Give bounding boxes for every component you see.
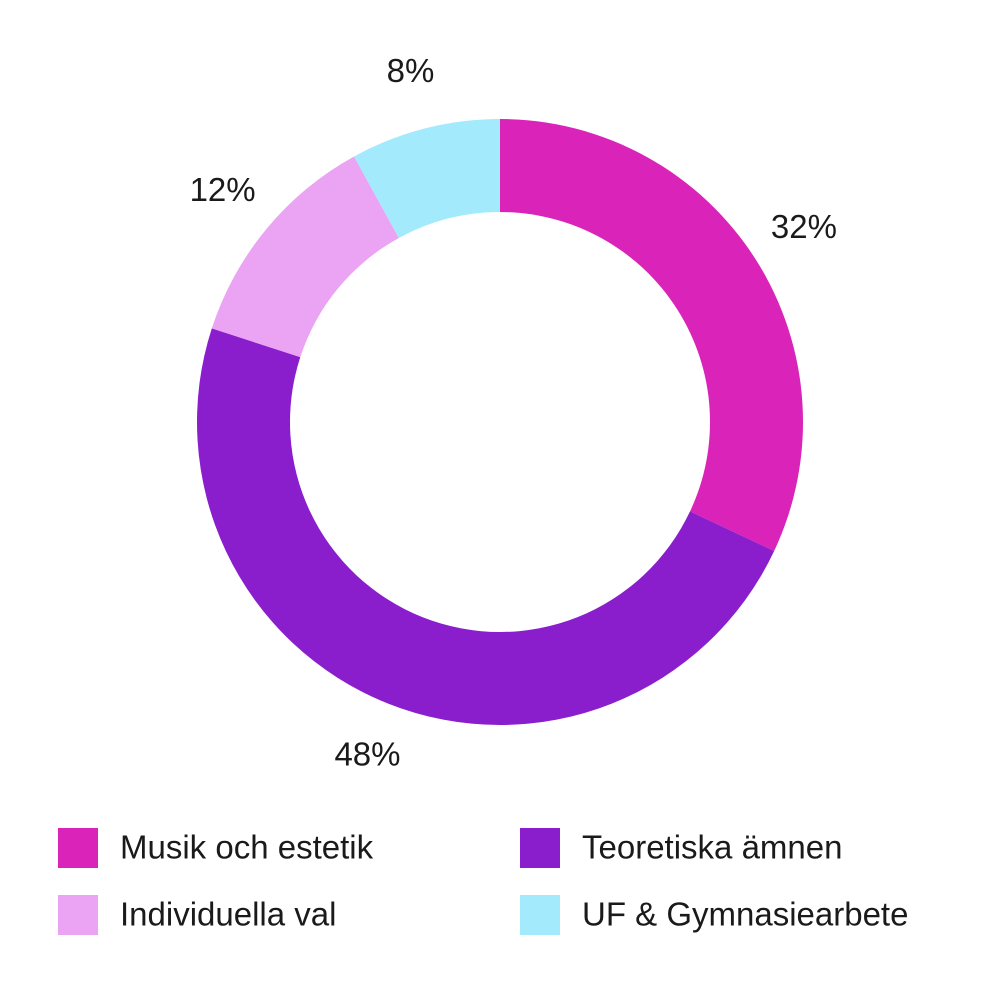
- legend-label: Teoretiska ämnen: [582, 829, 842, 866]
- donut-slice: [197, 328, 775, 726]
- legend-swatch: [520, 828, 560, 868]
- legend-swatch: [58, 828, 98, 868]
- legend-label: UF & Gymnasiearbete: [582, 896, 908, 933]
- legend-swatch: [58, 895, 98, 935]
- value-label: 48%: [334, 735, 400, 772]
- legend-label: Musik och estetik: [120, 829, 374, 866]
- legend-swatch: [520, 895, 560, 935]
- donut-slice: [354, 119, 500, 238]
- value-label: 8%: [387, 52, 435, 89]
- donut-slice: [500, 119, 804, 552]
- value-label: 32%: [771, 208, 837, 245]
- value-label: 12%: [190, 171, 256, 208]
- donut-slice: [211, 156, 399, 358]
- legend-label: Individuella val: [120, 896, 336, 933]
